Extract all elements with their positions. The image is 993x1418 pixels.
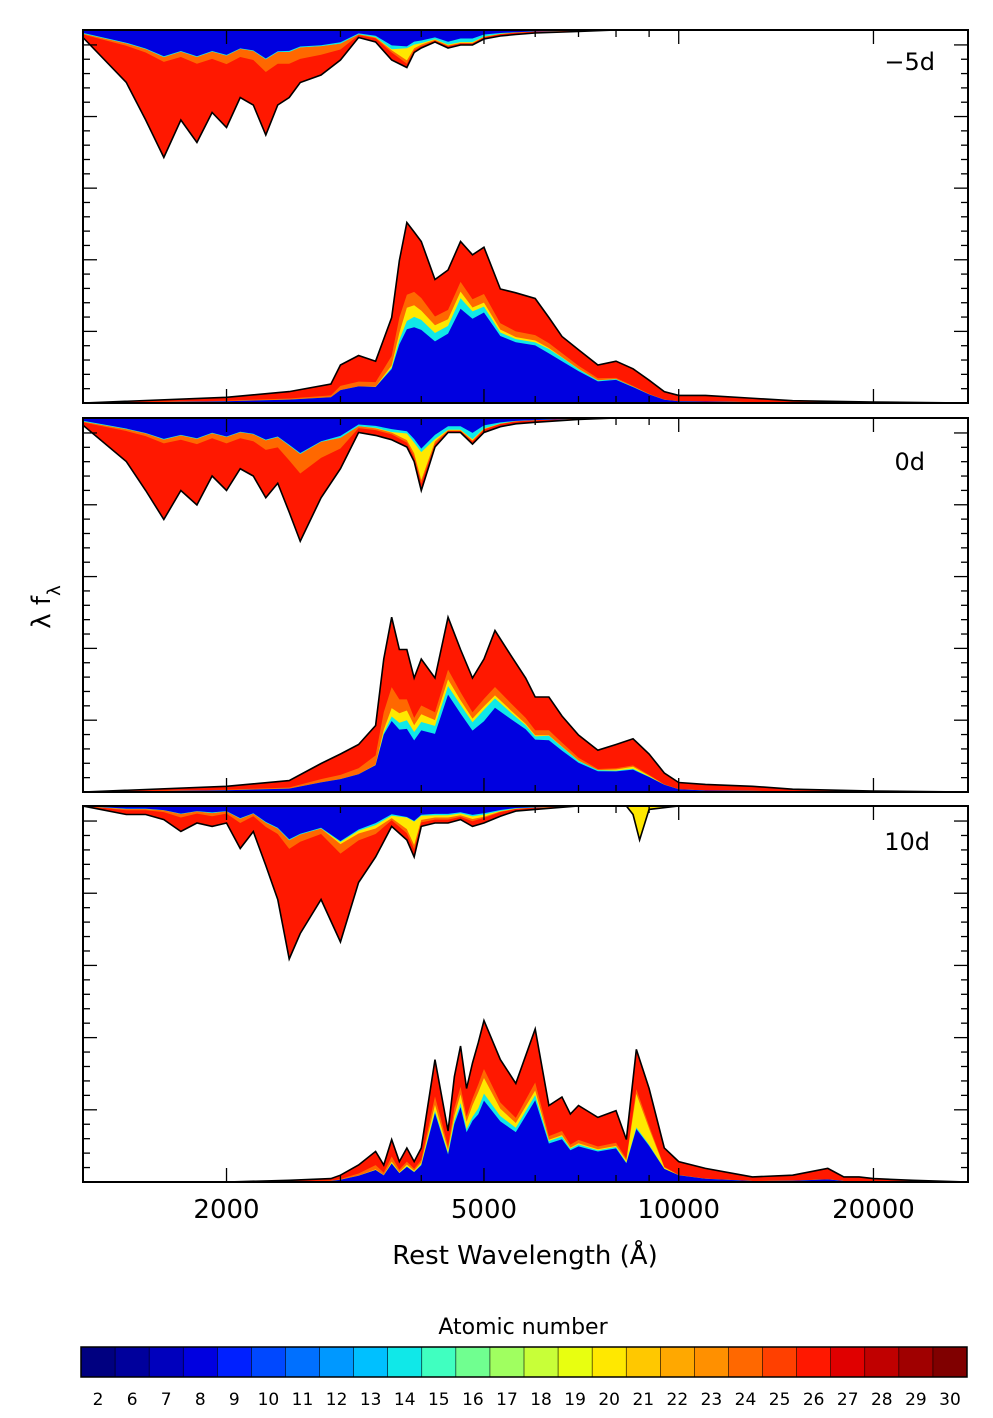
colorbar-swatch	[387, 1347, 423, 1377]
y-axis-label-text: λ f	[27, 595, 57, 629]
x-tick-label: 2000	[193, 1195, 259, 1225]
colorbar-label: 22	[667, 1390, 689, 1410]
colorbar-swatch	[115, 1347, 150, 1377]
colorbar-swatch	[524, 1347, 559, 1377]
colorbar-label: 26	[803, 1390, 825, 1410]
colorbar-swatch	[898, 1347, 934, 1377]
emission-layer-z26	[83, 617, 968, 792]
panel-0d-ticks	[83, 418, 968, 793]
colorbar-label: 11	[292, 1390, 314, 1410]
colorbar-swatch	[149, 1347, 184, 1377]
colorbar-swatch	[285, 1347, 321, 1377]
colorbar-swatch	[455, 1347, 491, 1377]
panel-10d: 10d	[82, 805, 969, 1183]
absorption-layer-z8	[83, 418, 968, 453]
absorption-layer-z26	[83, 806, 968, 959]
colorbar-label: 19	[564, 1390, 586, 1410]
colorbar-label: 18	[530, 1390, 552, 1410]
colorbar-swatch	[830, 1347, 866, 1377]
emission-layer-z26	[83, 222, 968, 403]
colorbar-label: 8	[195, 1390, 206, 1410]
x-tick-labels: 2000 5000 10000 20000	[193, 1195, 914, 1225]
emission-layer-z8	[83, 694, 968, 792]
colorbar-swatch	[660, 1347, 695, 1377]
panel-minus5d: −5d	[82, 29, 969, 404]
colorbar-frame	[80, 1346, 968, 1378]
colorbar-swatch	[728, 1347, 764, 1377]
absorption-outline	[83, 806, 968, 962]
colorbar-swatch	[796, 1347, 832, 1377]
x-axis-label: Rest Wavelength (Å)	[392, 1239, 657, 1271]
colorbar-swatch	[319, 1347, 355, 1377]
colorbar-swatch	[353, 1347, 389, 1377]
colorbar-swatch	[489, 1347, 525, 1377]
colorbar-title: Atomic number	[438, 1315, 608, 1340]
emission-layer-z8	[83, 308, 968, 403]
colorbar-label: 9	[229, 1390, 240, 1410]
colorbar-label: 20	[598, 1390, 620, 1410]
panel-10d-ticks	[83, 806, 968, 1183]
colorbar-label: 28	[871, 1390, 893, 1410]
colorbar-label: 12	[326, 1390, 348, 1410]
colorbar-label: 21	[632, 1390, 654, 1410]
colorbar-swatch	[217, 1347, 252, 1377]
panel-minus5d-epoch-label: −5d	[884, 48, 935, 76]
colorbar-swatch	[592, 1347, 627, 1377]
panel-minus5d-layers	[83, 30, 968, 403]
panel-plot-area	[83, 806, 968, 1182]
panel-plot-area	[83, 418, 968, 792]
colorbar-swatch	[421, 1347, 457, 1377]
x-tick-label: 10000	[637, 1195, 720, 1225]
colorbar	[80, 1347, 968, 1377]
colorbar-swatch	[932, 1347, 968, 1377]
colorbar-label: 24	[735, 1390, 757, 1410]
emission-outline	[83, 1017, 968, 1182]
absorption-layer-z8	[83, 806, 968, 842]
colorbar-swatch	[251, 1347, 286, 1377]
colorbar-label: 14	[394, 1390, 416, 1410]
colorbar-label: 2	[93, 1390, 104, 1410]
colorbar-label: 29	[905, 1390, 927, 1410]
absorption-layer-z8	[83, 30, 968, 59]
colorbar-label: 16	[462, 1390, 484, 1410]
colorbar-swatch	[864, 1347, 900, 1377]
colorbar-label: 27	[837, 1390, 859, 1410]
y-axis-label-subscript: λ	[44, 585, 65, 596]
colorbar-label: 23	[701, 1390, 723, 1410]
panel-10d-layers	[83, 806, 968, 1182]
x-tick-label: 5000	[451, 1195, 517, 1225]
colorbar-label: 25	[769, 1390, 791, 1410]
x-tick-label: 20000	[832, 1195, 915, 1225]
colorbar-swatch	[81, 1347, 116, 1377]
panel-10d-epoch-label: 10d	[884, 828, 930, 856]
panel-0d: 0d	[82, 417, 969, 793]
colorbar-label: 17	[496, 1390, 518, 1410]
colorbar-label: 15	[428, 1390, 450, 1410]
emission-layer-z8	[83, 1100, 968, 1182]
emission-outline	[83, 614, 968, 792]
colorbar-label: 10	[258, 1390, 280, 1410]
y-axis-label-main: λ fλ	[27, 585, 65, 629]
panel-0d-layers	[83, 418, 968, 792]
colorbar-swatch	[694, 1347, 729, 1377]
colorbar-label: 30	[939, 1390, 961, 1410]
colorbar-swatch	[558, 1347, 593, 1377]
panel-plot-area	[83, 30, 968, 403]
panel-0d-epoch-label: 0d	[894, 448, 925, 476]
colorbar-label: 7	[161, 1390, 172, 1410]
colorbar-swatch	[762, 1347, 798, 1377]
absorption-layer-z26	[83, 30, 968, 158]
colorbar-swatch	[626, 1347, 661, 1377]
colorbar-label: 13	[360, 1390, 382, 1410]
colorbar-labels: 2 6 7 8 9 10 11 12 13 14 15 16 17 18 19 20 21 22 23 24 25 26 2…	[93, 1390, 961, 1410]
colorbar-swatch	[183, 1347, 218, 1377]
panel-minus5d-ticks	[83, 30, 968, 404]
colorbar-label: 6	[127, 1390, 138, 1410]
y-axis-label: λ fλ	[27, 585, 65, 629]
emission-outline	[83, 220, 968, 403]
